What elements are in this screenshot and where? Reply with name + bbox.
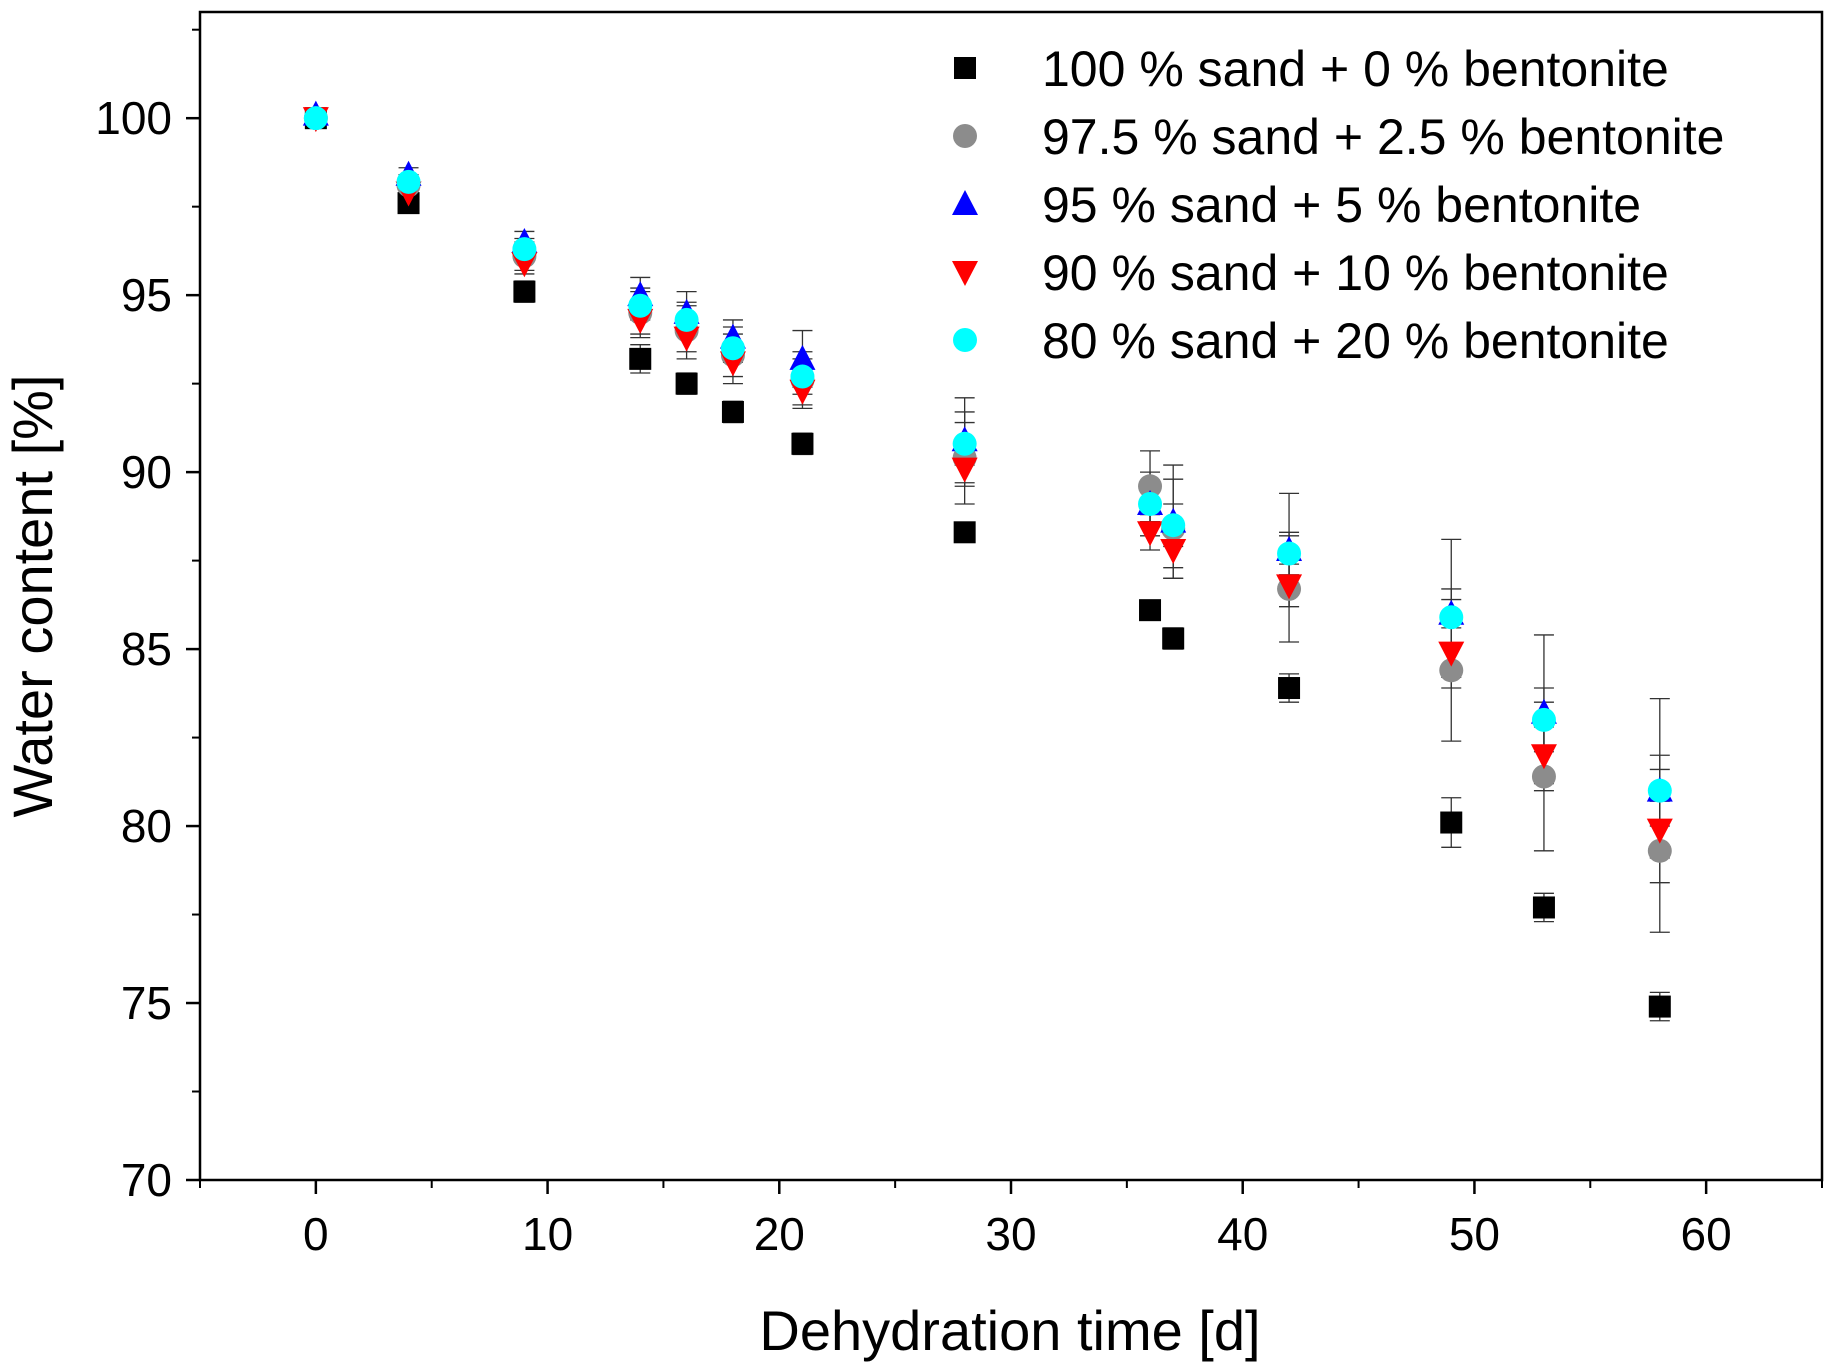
data-point	[1137, 521, 1164, 547]
data-point	[1531, 764, 1556, 789]
data-point	[1531, 707, 1556, 732]
data-point	[1138, 491, 1163, 516]
data-point	[396, 169, 421, 194]
legend-label: 80 % sand + 20 % bentonite	[1042, 313, 1669, 369]
legend-marker	[953, 124, 977, 148]
data-point	[303, 106, 328, 131]
y-tick-label: 70	[121, 1154, 172, 1206]
data-point	[629, 347, 652, 370]
legend-marker	[952, 190, 978, 215]
data-point	[1647, 838, 1672, 863]
y-tick-label: 85	[121, 623, 172, 675]
data-point	[953, 521, 976, 544]
x-tick-label: 0	[303, 1208, 329, 1260]
data-point	[1278, 677, 1301, 700]
markers-layer	[302, 100, 1673, 1018]
data-point	[1646, 818, 1673, 844]
data-point	[1160, 538, 1187, 564]
y-tick-label: 80	[121, 800, 172, 852]
x-tick-label: 10	[522, 1208, 573, 1260]
ticks-layer: 0 10 20 30 40 50 60 70 75 80 85 90 95 100	[95, 28, 1823, 1260]
data-point	[1648, 995, 1671, 1018]
data-point	[1161, 513, 1186, 538]
x-tick-label: 30	[985, 1208, 1036, 1260]
data-point	[790, 364, 815, 389]
y-tick-label: 95	[121, 269, 172, 321]
data-point	[1162, 627, 1185, 650]
data-point	[674, 307, 699, 332]
legend-label: 97.5 % sand + 2.5 % bentonite	[1042, 109, 1724, 165]
data-point	[791, 432, 814, 455]
data-point	[1530, 744, 1557, 770]
data-point	[673, 326, 700, 352]
data-point	[1139, 599, 1162, 622]
data-point	[1276, 574, 1303, 600]
data-point	[1438, 641, 1465, 667]
data-point	[1440, 811, 1463, 834]
data-point	[720, 336, 745, 361]
y-tick-label: 75	[121, 977, 172, 1029]
data-point	[513, 280, 536, 303]
legend-label: 90 % sand + 10 % bentonite	[1042, 245, 1669, 301]
data-point	[628, 293, 653, 318]
legend: 100 % sand + 0 % bentonite 97.5 % sand + …	[952, 41, 1724, 369]
data-point	[789, 344, 816, 370]
x-tick-label: 60	[1681, 1208, 1732, 1260]
data-point	[512, 237, 537, 262]
legend-marker	[953, 328, 977, 352]
data-point	[952, 431, 977, 456]
y-tick-label: 90	[121, 446, 172, 498]
legend-label: 100 % sand + 0 % bentonite	[1042, 41, 1669, 97]
data-point	[1532, 896, 1555, 919]
data-point	[1439, 658, 1464, 683]
y-tick-label: 100	[95, 92, 172, 144]
data-point	[951, 457, 978, 483]
x-axis-label: Dehydration time [d]	[759, 1299, 1260, 1362]
data-point	[721, 400, 744, 423]
x-tick-label: 20	[754, 1208, 805, 1260]
data-point	[1647, 778, 1672, 803]
data-point	[1277, 541, 1302, 566]
legend-label: 95 % sand + 5 % bentonite	[1042, 177, 1641, 233]
legend-marker	[952, 261, 978, 286]
x-tick-label: 50	[1449, 1208, 1500, 1260]
y-axis-label: Water content [%]	[1, 375, 64, 818]
data-point	[675, 372, 698, 395]
data-point	[1439, 605, 1464, 630]
data-point	[1138, 474, 1163, 499]
x-tick-label: 40	[1217, 1208, 1268, 1260]
legend-marker	[954, 57, 976, 79]
